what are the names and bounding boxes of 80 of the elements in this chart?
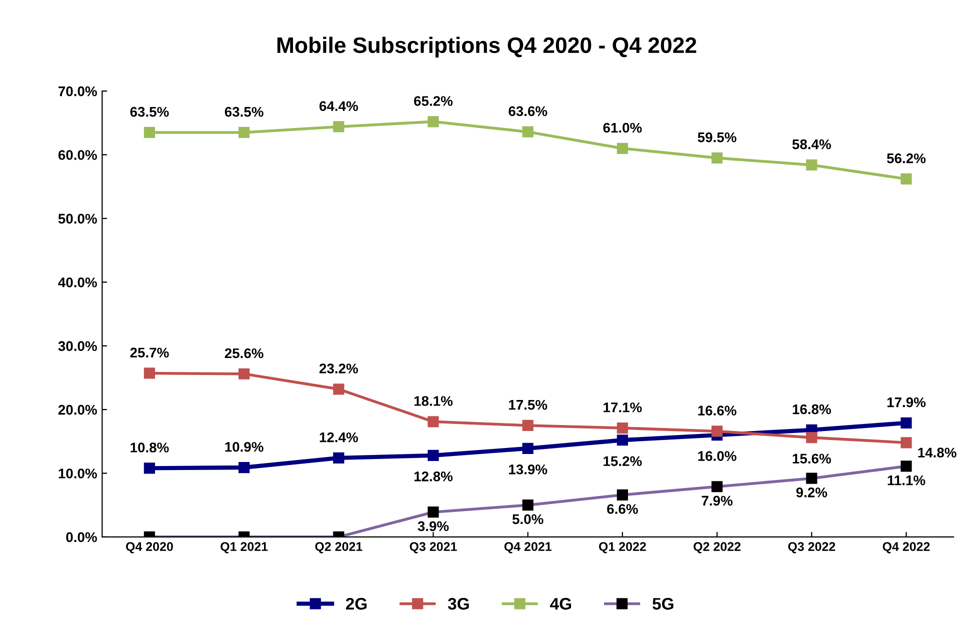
data-label: 10.9% [225, 442, 264, 452]
data-label: 63.5% [130, 106, 169, 117]
data-label: 59.5% [698, 132, 736, 142]
data-label: 3.9% [418, 521, 449, 532]
point [900, 437, 912, 448]
chart-title: Mobile Subscriptions Q4 2020 - Q4 2022 [277, 36, 696, 58]
data-label: 63.6% [508, 106, 548, 116]
data-label: 16.8% [792, 404, 831, 414]
point [900, 417, 912, 428]
data-label: 25.7% [130, 348, 169, 358]
x-tick-label: Q3 2022 [788, 542, 836, 554]
data-label: 17.9% [887, 397, 926, 408]
legend-label: 3G [448, 598, 469, 610]
x-tick-label: Q4 2022 [882, 542, 930, 554]
data-label: 11.1% [888, 475, 926, 486]
data-label: 10.8% [130, 442, 169, 452]
point [616, 422, 628, 434]
y-tick-label: 60.0% [58, 150, 97, 160]
data-label: 17.5% [509, 400, 548, 410]
x-tick-label: Q2 2022 [694, 542, 741, 554]
point [428, 450, 439, 461]
y-tick-label: 10.0% [58, 468, 97, 478]
data-label: 16.6% [698, 406, 736, 416]
point [806, 159, 818, 171]
data-label: 18.1% [414, 396, 453, 406]
x-tick-label: Q2 2021 [315, 542, 362, 554]
data-label: 7.9% [702, 496, 733, 506]
x-tick-label: Q4 2020 [126, 542, 173, 554]
point [144, 368, 156, 379]
data-label: 16.0% [698, 451, 736, 461]
y-tick-label: 40.0% [58, 277, 97, 288]
point [144, 126, 156, 138]
point [333, 384, 344, 395]
legend-label: 5G [652, 598, 674, 610]
point [144, 462, 156, 474]
point [428, 416, 439, 428]
legend-label: 2G [346, 598, 367, 610]
y-tick-label: 20.0% [58, 404, 97, 415]
data-label: 9.2% [796, 488, 828, 498]
point [428, 116, 439, 128]
data-label: 15.6% [792, 454, 831, 464]
point [711, 152, 723, 164]
x-tick-label: Q4 2021 [504, 542, 552, 554]
point [616, 434, 628, 446]
point [238, 462, 250, 474]
data-label: 61.0% [603, 122, 642, 133]
data-label: 12.4% [320, 432, 358, 442]
point [522, 420, 534, 432]
data-label: 56.2% [886, 153, 926, 164]
data-label: 65.2% [414, 96, 453, 106]
data-label: 14.8% [918, 448, 956, 458]
y-tick-label: 70.0% [58, 86, 97, 96]
x-tick-label: Q1 2022 [598, 542, 646, 554]
y-tick-label: 0.0% [66, 532, 97, 542]
data-label: 17.1% [604, 402, 642, 412]
data-label: 5.0% [512, 514, 544, 524]
point [333, 452, 344, 464]
x-tick-label: Q1 2021 [220, 542, 268, 554]
point [806, 432, 818, 444]
point [616, 142, 628, 154]
x-tick-label: Q3 2021 [410, 542, 457, 554]
point [522, 442, 534, 454]
data-label: 15.2% [604, 456, 642, 466]
point [522, 126, 534, 138]
data-label: 63.5% [224, 106, 264, 117]
y-tick-label: 50.0% [58, 214, 97, 224]
point [900, 173, 912, 185]
data-label: 13.9% [509, 464, 548, 474]
data-label: 64.4% [319, 101, 358, 112]
data-label: 12.8% [414, 472, 453, 482]
point [238, 368, 250, 380]
data-label: 23.2% [319, 364, 358, 374]
y-tick-label: 30.0% [58, 341, 97, 352]
data-label: 58.4% [792, 139, 831, 150]
point [711, 426, 723, 437]
point [238, 126, 250, 138]
point [333, 121, 344, 132]
legend-label: 4G [550, 598, 572, 610]
data-label: 6.6% [607, 504, 638, 514]
data-label: 25.6% [224, 348, 264, 358]
